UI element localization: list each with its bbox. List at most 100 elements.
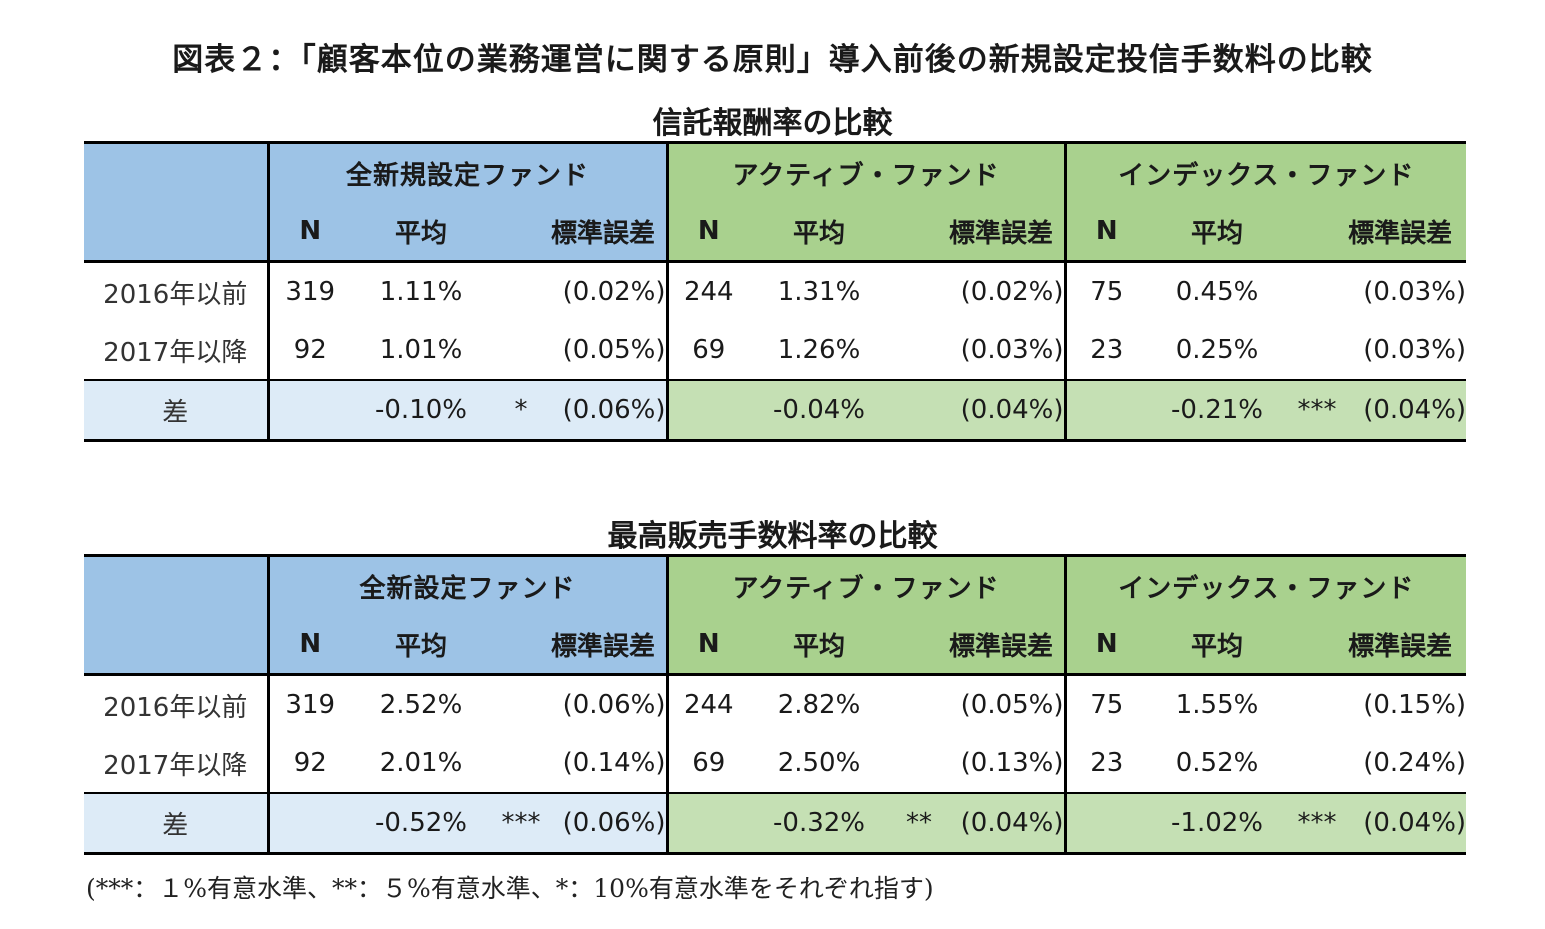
group-header-all-new: 全新規設定ファンド: [266, 141, 668, 202]
cell-stderr: (0.06%): [551, 379, 668, 442]
cell-stderr: (0.03%): [960, 335, 1064, 365]
cell-significance: *: [491, 379, 551, 442]
cell-stderr: (0.05%): [960, 690, 1064, 720]
table-title-sales-fee: 最高販売手数料率の比較: [607, 519, 938, 554]
cell-n: 23: [1063, 321, 1148, 380]
col-header-sig: [1287, 202, 1348, 263]
cell-n: 23: [1063, 734, 1148, 793]
footnote: (***：１%有意水準、**：５%有意水準、*：10%有意水準をそれぞれ指す): [86, 874, 934, 903]
row-label: 2017年以降: [103, 750, 248, 781]
col-header-average: 平均: [1147, 615, 1288, 676]
row-label: 2016年以前: [103, 692, 248, 723]
table-row-difference: 差 -0.52% *** (0.06%) -0.32% ** (0.04%) -…: [84, 792, 1467, 855]
cell-n: [1063, 379, 1148, 442]
cell-average: -0.10%: [351, 379, 491, 442]
header-corner-lower: [84, 202, 268, 263]
col-header-average: 平均: [749, 202, 890, 263]
cell-n: [266, 379, 351, 442]
group-header-index: インデックス・ファンド: [1063, 554, 1467, 615]
cell-significance: [889, 379, 950, 442]
cell-average: -0.21%: [1147, 379, 1288, 442]
cell-average: -0.52%: [351, 792, 491, 855]
col-header-average: 平均: [1147, 202, 1288, 263]
row-label: 2016年以前: [103, 279, 248, 310]
cell-average: -0.04%: [749, 379, 890, 442]
cell-average: 1.11%: [379, 277, 463, 307]
col-header-sig: [1287, 615, 1348, 676]
table-row: 2016年以前 319 1.11% (0.02%) 244 1.31% (0.0…: [84, 261, 1467, 322]
cell-n: [665, 792, 750, 855]
group-header-all-new: 全新設定ファンド: [266, 554, 668, 615]
col-header-stderr: 標準誤差: [949, 615, 1066, 676]
cell-significance: [491, 734, 551, 793]
cell-average: 2.01%: [379, 748, 463, 778]
cell-average: -0.32%: [749, 792, 890, 855]
row-label: 差: [84, 792, 268, 855]
col-header-sig: [491, 615, 551, 676]
col-header-stderr: 標準誤差: [949, 202, 1066, 263]
col-header-n: N: [1063, 202, 1148, 263]
col-header-sig: [491, 202, 551, 263]
cell-stderr: (0.05%): [562, 335, 666, 365]
col-header-average: 平均: [351, 202, 491, 263]
col-header-sig: [889, 615, 950, 676]
cell-average: 1.31%: [777, 277, 861, 307]
cell-significance: ***: [1287, 379, 1348, 442]
cell-significance: [491, 675, 551, 735]
cell-n: 319: [266, 674, 351, 734]
cell-significance: [1287, 734, 1347, 793]
cell-n: [665, 379, 750, 442]
cell-average: 0.25%: [1175, 335, 1259, 365]
cell-significance: [491, 321, 551, 380]
cell-stderr: (0.04%): [949, 379, 1066, 442]
col-header-stderr: 標準誤差: [1347, 202, 1467, 263]
cell-significance: ***: [491, 792, 551, 855]
cell-n: 92: [266, 321, 351, 380]
cell-stderr: (0.06%): [562, 690, 666, 720]
cell-stderr: (0.02%): [960, 277, 1064, 307]
col-header-average: 平均: [351, 615, 491, 676]
cell-n: 75: [1063, 261, 1148, 321]
cell-n: 319: [266, 261, 351, 321]
header-corner: [84, 554, 268, 615]
cell-n: 92: [266, 734, 351, 793]
table-title-trust-fee: 信託報酬率の比較: [652, 106, 893, 141]
cell-significance: ***: [1287, 792, 1348, 855]
cell-stderr: (0.13%): [960, 748, 1064, 778]
cell-average: 0.45%: [1175, 277, 1259, 307]
table-row-difference: 差 -0.10% * (0.06%) -0.04% (0.04%) -0.21%…: [84, 379, 1467, 442]
cell-stderr: (0.06%): [551, 792, 668, 855]
cell-n: 75: [1063, 674, 1148, 734]
sales-fee-table: 全新設定ファンド アクティブ・ファンド インデックス・ファンド N 平均 標準誤…: [84, 554, 1467, 855]
table-row: 2017年以降 92 2.01% (0.14%) 69 2.50% (0.13%…: [84, 734, 1466, 793]
trust-fee-table: 全新規設定ファンド アクティブ・ファンド インデックス・ファンド N 平均 標準…: [84, 141, 1467, 442]
cell-n: 244: [665, 674, 750, 734]
cell-n: 244: [665, 261, 750, 321]
cell-stderr: (0.04%): [949, 792, 1066, 855]
col-header-stderr: 標準誤差: [1347, 615, 1467, 676]
table-row: 2016年以前 319 2.52% (0.06%) 244 2.82% (0.0…: [84, 674, 1467, 735]
col-header-n: N: [665, 615, 750, 676]
col-header-n: N: [266, 202, 351, 263]
cell-significance: [889, 262, 949, 322]
cell-stderr: (0.15%): [1363, 690, 1467, 720]
cell-stderr: (0.02%): [562, 277, 666, 307]
col-header-n: N: [266, 615, 351, 676]
cell-n: [266, 792, 351, 855]
col-header-n: N: [1063, 615, 1148, 676]
cell-significance: [889, 321, 949, 380]
cell-significance: **: [889, 792, 950, 855]
cell-significance: [491, 262, 551, 322]
header-corner-lower: [84, 615, 268, 676]
group-header-active: アクティブ・ファンド: [665, 141, 1066, 202]
cell-n: 69: [665, 734, 750, 793]
cell-significance: [1287, 321, 1347, 380]
cell-average: 2.52%: [379, 690, 463, 720]
cell-stderr: (0.03%): [1363, 335, 1467, 365]
figure-title: 図表２：「顧客本位の業務運営に関する原則」導入前後の新規設定投信手数料の比較: [172, 42, 1373, 78]
cell-average: 1.55%: [1175, 690, 1259, 720]
cell-stderr: (0.03%): [1363, 277, 1467, 307]
cell-stderr: (0.14%): [562, 748, 666, 778]
col-header-stderr: 標準誤差: [551, 202, 668, 263]
row-label: 差: [84, 379, 268, 442]
